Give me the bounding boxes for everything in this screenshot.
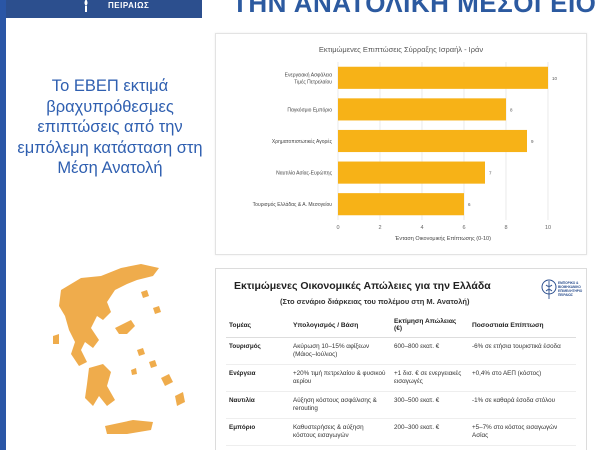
cell-loss: 300–500 εκατ. €: [391, 391, 469, 419]
cell-impact: +0,4% στο ΑΕΠ (κόστος): [469, 364, 576, 392]
cell-sector: Τουρισμός: [226, 337, 290, 365]
category-label: Τιμές Πετρελαίου: [294, 78, 332, 85]
losses-table: Τομέας Υπολογισμός / Βάση Εκτίμηση Απώλε…: [226, 314, 576, 446]
cell-sector: Ναυτιλία: [226, 391, 290, 419]
bar-value-label: 6: [468, 202, 471, 207]
table-row: Ναυτιλία Αύξηση κόστους ασφάλισης & rero…: [226, 391, 576, 419]
bar-value-label: 7: [489, 171, 492, 176]
cell-loss: +1 δισ. € σε ενεργειακές εισαγωγές: [391, 364, 469, 392]
cell-loss: 200–300 εκατ. €: [391, 418, 469, 446]
x-axis-label: Ένταση Οικονομικής Επίπτωσης (0-10): [394, 235, 491, 242]
chamber-seal-label: ΕΜΠΟΡΙΚΟ & ΒΙΟΜΗΧΑΝΙΚΟ ΕΠΙΜΕΛΗΤΗΡΙΟ ΠΕΙΡ…: [558, 281, 583, 297]
table-row: Ενέργεια +20% τιμή πετρελαίου & φυσικού …: [226, 364, 576, 392]
page: ΠΕΙΡΑΙΩΣ ΤΗΝ ΑΝΑΤΟΛΙΚΗ ΜΕΣΟΓΕΙΟ Το ΕΒΕΠ …: [6, 0, 600, 450]
col-sector: Τομέας: [226, 314, 290, 338]
greece-map-icon: [53, 264, 185, 434]
table-row: Εμπόριο Καθυστερήσεις & αύξηση κόστους ε…: [226, 418, 576, 446]
intro-text: Το ΕΒΕΠ εκτιμά βραχυπρόθεσμες επιπτώσεις…: [17, 77, 203, 177]
logo-text: ΠΕΙΡΑΙΩΣ: [108, 1, 150, 10]
cell-impact: -1% σε καθαρά έσοδα στόλου: [469, 391, 576, 419]
table-header-row: Τομέας Υπολογισμός / Βάση Εκτίμηση Απώλε…: [226, 314, 576, 338]
caduceus-icon: [541, 279, 557, 299]
category-label: Ναυτιλία Ασίας-Ευρώπης: [276, 170, 332, 177]
cell-impact: -6% σε ετήσια τουριστικά έσοδα: [469, 337, 576, 365]
x-tick-label: 8: [504, 225, 507, 231]
bar: [338, 66, 548, 89]
category-label: Χρηματοπιστωτικές Αγορές: [272, 138, 333, 145]
col-loss: Εκτίμηση Απώλειας (€): [391, 314, 469, 338]
x-tick-label: 6: [462, 225, 465, 231]
category-label: Παγκόσμιο Εμπόριο: [287, 106, 332, 113]
x-tick-label: 0: [336, 225, 339, 231]
col-basis: Υπολογισμός / Βάση: [290, 314, 391, 338]
chamber-seal: ΕΜΠΟΡΙΚΟ & ΒΙΟΜΗΧΑΝΙΚΟ ΕΠΙΜΕΛΗΤΗΡΙΟ ΠΕΙΡ…: [539, 277, 585, 307]
cell-basis: Καθυστερήσεις & αύξηση κόστους εισαγωγών: [290, 418, 391, 446]
bar: [338, 98, 506, 121]
chart-title: Εκτιμώμενες Επιπτώσεις Σύρραξης Ισραήλ -…: [319, 45, 484, 54]
x-tick-label: 4: [420, 225, 423, 231]
bar-value-label: 8: [510, 107, 513, 112]
cell-sector: Εμπόριο: [226, 418, 290, 446]
bar: [338, 129, 527, 153]
bar-value-label: 9: [531, 139, 534, 144]
col-impact: Ποσοστιαία Επίπτωση: [469, 314, 576, 338]
losses-card: Εκτιμώμενες Οικονομικές Απώλειες για την…: [215, 268, 587, 450]
cell-basis: +20% τιμή πετρελαίου & φυσικού αερίου: [290, 364, 391, 392]
x-tick-label: 10: [545, 225, 551, 231]
chamber-logo: ΠΕΙΡΑΙΩΣ: [6, 0, 202, 18]
page-headline: ΤΗΝ ΑΝΑΤΟΛΙΚΗ ΜΕΣΟΓΕΙΟ: [232, 0, 597, 18]
cell-impact: +5–7% στο κόστος εισαγωγών Ασίας: [469, 418, 576, 446]
impact-chart: Εκτιμώμενες Επιπτώσεις Σύρραξης Ισραήλ -…: [215, 33, 587, 255]
torch-icon: [84, 0, 88, 12]
cell-loss: 600–800 εκατ. €: [391, 337, 469, 365]
x-tick-label: 2: [378, 225, 381, 231]
losses-title: Εκτιμώμενες Οικονομικές Απώλειες για την…: [234, 280, 491, 292]
bar: [338, 161, 485, 184]
category-label: Τουρισμός Ελλάδας & Α. Μεσογείου: [253, 201, 333, 208]
table-row: Τουρισμός Ακύρωση 10–15% αφίξεων (Μάιος–…: [226, 337, 576, 365]
cell-sector: Ενέργεια: [226, 364, 290, 392]
bar-value-label: 10: [552, 76, 558, 81]
bar: [338, 193, 464, 216]
category-label: Ενεργειακή Ασφάλεια: [285, 71, 332, 78]
losses-subtitle: (Στο σενάριο διάρκειας του πολέμου στη Μ…: [280, 297, 470, 306]
cell-basis: Αύξηση κόστους ασφάλισης & rerouting: [290, 391, 391, 419]
impact-chart-svg: Εκτιμώμενες Επιπτώσεις Σύρραξης Ισραήλ -…: [253, 45, 558, 242]
cell-basis: Ακύρωση 10–15% αφίξεων (Μάιος–Ιούλιος): [290, 337, 391, 365]
